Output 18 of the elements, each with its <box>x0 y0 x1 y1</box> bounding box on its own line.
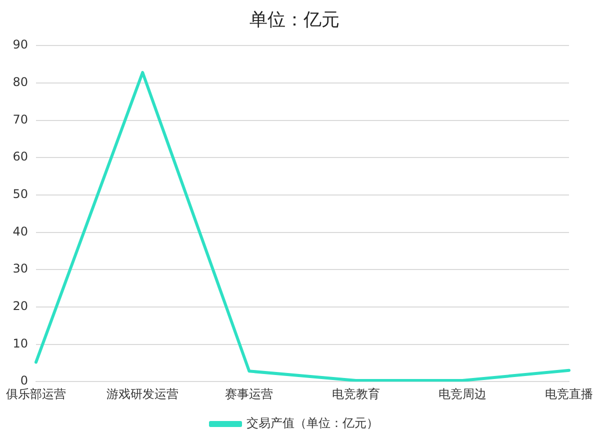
x-tick-label: 赛事运营 <box>225 386 274 401</box>
x-tick-label: 电竞周边 <box>438 386 486 401</box>
legend-label: 交易产值（单位：亿元） <box>246 416 378 430</box>
y-tick-label: 50 <box>12 187 28 202</box>
y-tick-label: 40 <box>12 224 28 238</box>
y-tick-label: 80 <box>12 75 28 90</box>
y-tick-label: 20 <box>12 299 28 314</box>
x-tick-label: 游戏研发运营 <box>106 386 179 401</box>
y-tick-label: 30 <box>12 262 28 276</box>
y-tick-label: 70 <box>12 112 28 126</box>
y-tick-label: 0 <box>20 374 28 388</box>
x-tick-label: 电竞直播 <box>545 386 593 401</box>
y-tick-label: 60 <box>12 150 28 164</box>
chart-title: 单位：亿元 <box>250 9 340 30</box>
y-tick-label: 10 <box>12 336 28 350</box>
x-tick-label: 电竞教育 <box>332 386 380 401</box>
y-tick-label: 90 <box>12 38 28 52</box>
x-tick-label: 俱乐部运营 <box>6 386 66 401</box>
